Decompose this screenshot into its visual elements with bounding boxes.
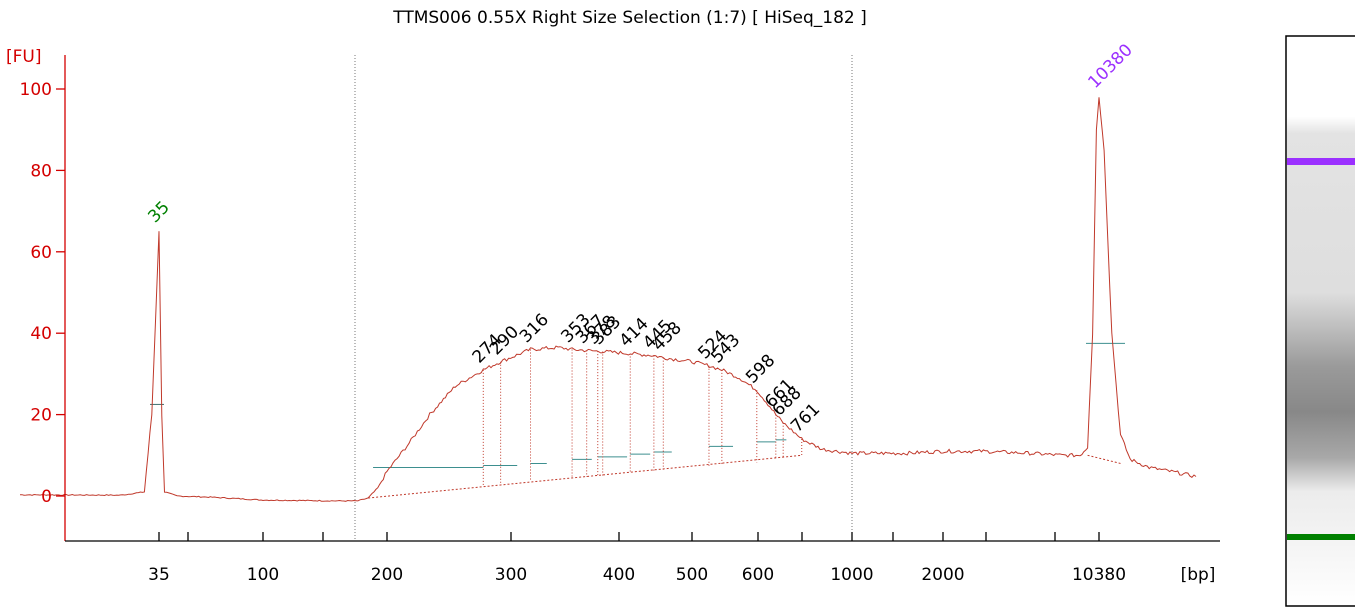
y-tick-label: 60 (30, 243, 52, 263)
marker-peak-label: 10380 (1084, 40, 1136, 92)
gel-lane (1285, 35, 1355, 607)
x-axis-label: [bp] (1181, 565, 1216, 585)
x-tick-label: 2000 (921, 565, 964, 585)
x-tick-label: 300 (495, 565, 527, 585)
gel-lane-fill (1287, 37, 1355, 605)
y-tick-label: 100 (20, 80, 52, 100)
marker-baseline (1087, 454, 1121, 464)
gel-lower-marker-band (1287, 534, 1355, 540)
x-tick-label: 400 (603, 565, 635, 585)
trace-layer (19, 97, 1197, 502)
marker-peak-label: 35 (144, 198, 173, 227)
gel-upper-marker-band (1287, 158, 1355, 165)
smear-baseline (368, 454, 802, 499)
x-tick-label: 600 (742, 565, 774, 585)
x-tick-label: 35 (148, 565, 170, 585)
axes: [FU] 0 20 40 60 80 100 35 100 200 300 400 500 600 1000… (6, 47, 1220, 585)
y-tick-label: 0 (41, 487, 52, 507)
chart-title: TTMS006 0.55X Right Size Selection (1:7)… (393, 8, 867, 28)
x-tick-label: 1000 (830, 565, 873, 585)
peak-baselines (150, 342, 1125, 499)
peak-dividers (482, 349, 803, 486)
x-tick-label: 10380 (1072, 565, 1126, 585)
x-tick-label: 200 (371, 565, 403, 585)
x-tick-label: 100 (247, 565, 279, 585)
y-axis-label: [FU] (6, 47, 42, 67)
peak-label: 316 (516, 310, 553, 347)
y-tick-label: 20 (30, 406, 52, 426)
peak-label: 598 (742, 351, 779, 388)
trace-line (19, 97, 1197, 502)
y-tick-label: 40 (30, 324, 52, 344)
x-tick-label: 500 (676, 565, 708, 585)
y-tick-label: 80 (30, 161, 52, 181)
